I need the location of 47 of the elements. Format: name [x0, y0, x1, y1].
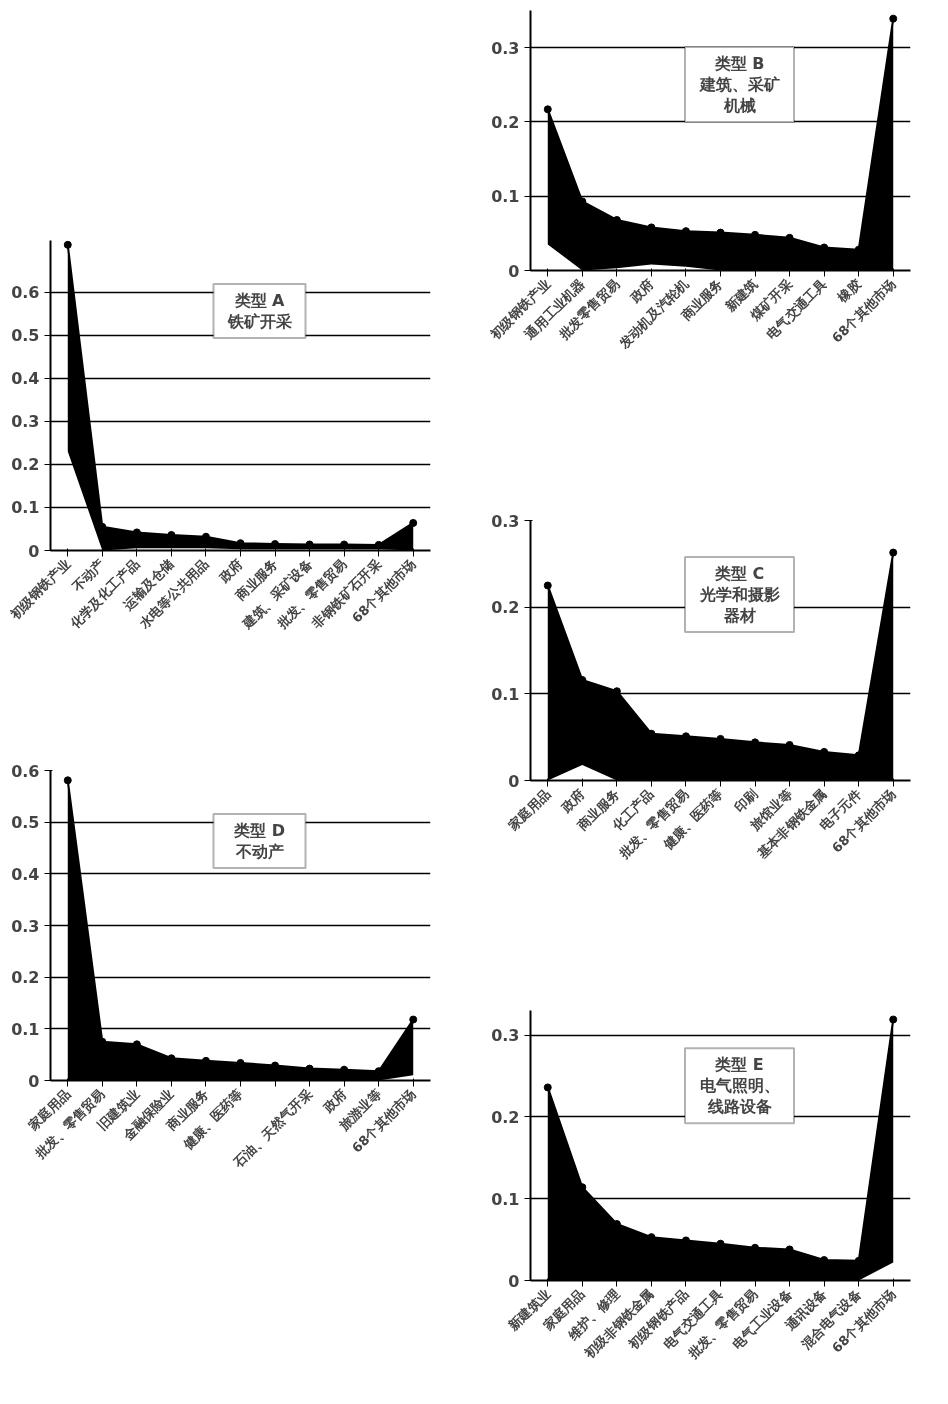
x-tick-label: 政府 — [557, 786, 588, 816]
y-tick-label: 0.4 — [11, 864, 40, 884]
y-tick-label: 0.3 — [11, 916, 40, 936]
x-tick-label: 橡胶 — [834, 276, 864, 306]
point — [409, 518, 418, 527]
point — [543, 581, 552, 590]
point — [63, 240, 72, 249]
point — [543, 1083, 552, 1092]
text: 类型 E — [714, 1055, 764, 1075]
y-tick-label: 0.6 — [11, 283, 40, 303]
y-tick-label: 0.2 — [11, 455, 40, 475]
y-tick-label: 0.3 — [491, 38, 520, 58]
y-tick-label: 0.1 — [491, 684, 520, 704]
y-tick-label: 0.5 — [11, 326, 40, 346]
text: 类型 B — [713, 53, 765, 73]
point — [889, 14, 898, 23]
y-tick-label: 0.1 — [11, 498, 40, 518]
y-tick-label: 0 — [28, 1071, 40, 1091]
text: 光学和摄影器材 — [698, 584, 780, 625]
y-tick-label: 0.2 — [491, 598, 520, 618]
text: 建筑、采矿机械 — [697, 74, 780, 115]
text: 类型 C — [713, 563, 765, 583]
y-tick-label: 0.2 — [11, 968, 40, 988]
y-tick-label: 0.6 — [11, 761, 40, 781]
y-tick-label: 0.5 — [11, 813, 40, 833]
y-tick-label: 0.3 — [11, 412, 40, 432]
point — [543, 105, 552, 114]
y-tick-label: 0.1 — [491, 1189, 520, 1209]
y-tick-label: 0 — [508, 261, 520, 281]
y-tick-label: 0.2 — [491, 1107, 520, 1127]
y-tick-label: 0.3 — [491, 1026, 520, 1046]
y-tick-label: 0.3 — [491, 511, 520, 531]
text: 类型 D — [233, 820, 285, 840]
point — [409, 1015, 418, 1024]
y-tick-label: 0.4 — [11, 369, 40, 389]
point — [889, 548, 898, 557]
text: 电气照明、线路设备 — [699, 1076, 780, 1117]
x-tick-label: 政府 — [216, 556, 246, 586]
y-tick-label: 0.1 — [11, 1019, 40, 1039]
text: 类型 A — [233, 290, 286, 310]
y-tick-label: 0 — [28, 541, 40, 561]
y-tick-label: 0.1 — [491, 187, 520, 207]
y-tick-label: 0.2 — [491, 112, 520, 132]
point — [889, 1015, 898, 1024]
y-tick-label: 0 — [508, 1271, 520, 1291]
text: 铁矿开采 — [226, 311, 292, 331]
point — [63, 776, 72, 785]
